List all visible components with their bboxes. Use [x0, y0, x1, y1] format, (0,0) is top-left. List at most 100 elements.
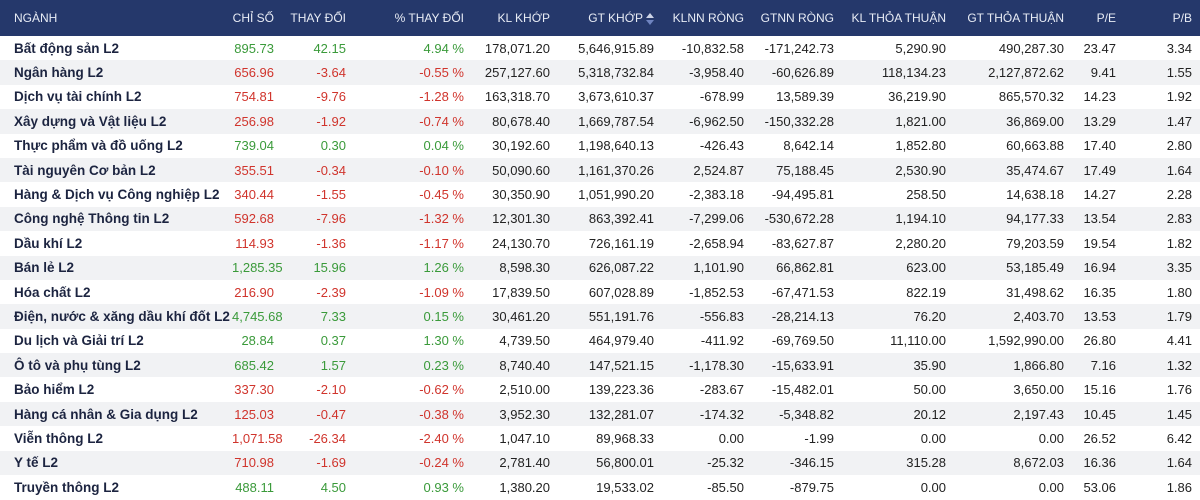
cell: 13.29	[1072, 109, 1124, 134]
cell: 26.52	[1083, 430, 1116, 446]
cell: 726,161.19	[588, 235, 654, 251]
column-header[interactable]: GT KHỚP	[558, 0, 662, 36]
cell: -85.50	[707, 479, 744, 495]
table-row[interactable]: Hàng cá nhân & Gia dụng L2 125.03 -0.47 -0.…	[0, 401, 1200, 427]
table-row[interactable]: Hàng & Dịch vụ Công nghiệp L2 340.44 -1.55…	[0, 182, 1200, 206]
cell: 1,051,990.20	[578, 187, 654, 203]
table-row[interactable]: Thực phẩm và đồ uống L2 739.04 0.30 0.04 % 3…	[0, 134, 1200, 158]
table-row[interactable]: Dầu khí L2 114.93 -1.36 -1.17 % 24,130.70 726…	[0, 231, 1200, 255]
sort-icon[interactable]	[646, 12, 654, 25]
cell: 257,127.60	[472, 60, 558, 85]
sector-name: Dịch vụ tài chính L2	[14, 89, 142, 105]
cell: 0.00	[1038, 479, 1064, 495]
cell: 2,403.70	[954, 304, 1072, 329]
table-row[interactable]: Dịch vụ tài chính L2 754.81 -9.76 -1.28 % 16…	[0, 85, 1200, 109]
cell: 592.68	[232, 206, 282, 232]
cell: 5,290.90	[895, 40, 946, 56]
cell: 1.79	[1124, 304, 1200, 329]
table-row[interactable]: Viễn thông L2 1,071.58 -26.34 -2.40 % 1,047.…	[0, 426, 1200, 450]
cell: -26.34	[309, 430, 346, 446]
cell: -2.10	[316, 382, 346, 398]
cell: -150,332.28	[752, 109, 842, 134]
table-row[interactable]: Công nghệ Thông tin L2 592.68 -7.96 -1.32 %…	[0, 206, 1200, 232]
cell: 76.20	[842, 304, 954, 329]
table-row[interactable]: Bảo hiểm L2 337.30 -2.10 -0.62 % 2,510.00 139…	[0, 377, 1200, 401]
table-row[interactable]: Du lịch và Giải trí L2 28.84 0.37 1.30 % 4,7…	[0, 329, 1200, 353]
cell: 656.96	[232, 60, 282, 85]
cell: 26.80	[1083, 333, 1116, 349]
cell: 1,669,787.54	[558, 109, 662, 134]
column-header[interactable]: CHỈ SỐ	[232, 0, 282, 36]
cell: 1.64	[1124, 450, 1200, 476]
sector-name: Y tế L2	[0, 450, 232, 476]
cell: 114.93	[235, 235, 274, 251]
column-header[interactable]: KLNN RÒNG	[662, 0, 752, 36]
cell: 607,028.89	[588, 284, 654, 300]
cell: 60,663.88	[1006, 138, 1064, 154]
cell: 36,219.90	[888, 89, 946, 105]
table-row[interactable]: Tài nguyên Cơ bản L2 355.51 -0.34 -0.10 % 50…	[0, 157, 1200, 183]
column-header[interactable]: THAY ĐỔI	[282, 0, 354, 36]
cell: 31,498.62	[1006, 284, 1064, 300]
table-row[interactable]: Ô tô và phụ tùng L2 685.42 1.57 0.23 % 8,740…	[0, 353, 1200, 378]
cell: 16.35	[1083, 284, 1116, 300]
cell: 0.00	[1038, 430, 1064, 446]
cell: 0.23 %	[354, 353, 472, 378]
column-header[interactable]: KL THỎA THUẬN	[842, 0, 954, 36]
column-header-label: KL THỎA THUẬN	[851, 11, 946, 25]
cell: 1,101.90	[662, 255, 752, 280]
table-row[interactable]: Bất động sản L2 895.73 42.15 4.94 % 178,071.…	[0, 36, 1200, 60]
table-row[interactable]: Hóa chất L2 216.90 -2.39 -1.09 % 17,839.50 60…	[0, 280, 1200, 304]
cell: 464,979.40	[588, 333, 654, 349]
column-header[interactable]: NGÀNH	[0, 0, 232, 36]
column-header-label: CHỈ SỐ	[232, 11, 274, 25]
table-body: Bất động sản L2 895.73 42.15 4.94 % 178,071.…	[0, 36, 1200, 499]
cell: 19,533.02	[596, 479, 654, 495]
cell: 1,592,990.00	[988, 333, 1064, 349]
cell: 28.84	[241, 333, 274, 349]
table-row[interactable]: Y tế L2 710.98 -1.69 -0.24 % 2,781.40 56,800.…	[0, 450, 1200, 476]
cell: 0.04 %	[423, 138, 464, 154]
cell: 13,589.39	[776, 89, 834, 105]
column-header[interactable]: P/E	[1072, 0, 1124, 36]
column-header[interactable]: GT THỎA THUẬN	[954, 0, 1072, 36]
cell: 12,301.30	[472, 206, 558, 232]
cell: 340.44	[234, 187, 274, 203]
cell: 1,380.20	[499, 479, 550, 495]
cell: 1.64	[1124, 157, 1200, 183]
cell: 14,638.18	[1006, 187, 1064, 203]
cell: 1,821.00	[842, 109, 954, 134]
cell: 895.73	[234, 40, 274, 56]
cell: 4.41	[1166, 333, 1192, 349]
column-header[interactable]: GTNN RÒNG	[752, 0, 842, 36]
cell: 865,570.32	[998, 89, 1064, 105]
cell: 19.54	[1083, 235, 1116, 251]
sector-name: Truyền thông L2	[14, 479, 120, 495]
cell: 490,287.30	[998, 40, 1064, 56]
cell: 1,198,640.13	[578, 138, 654, 154]
cell: 125.03	[232, 401, 282, 427]
column-header[interactable]: % THAY ĐỔI	[354, 0, 472, 36]
cell: -69,769.50	[771, 333, 834, 349]
table-row[interactable]: Ngân hàng L2 656.96 -3.64 -0.55 % 257,127.60…	[0, 60, 1200, 85]
cell: 822.19	[906, 284, 946, 300]
cell: 0.00	[718, 430, 744, 446]
cell: 1.26 %	[354, 255, 472, 280]
table-row[interactable]: Xây dựng và Vật liệu L2 256.98 -1.92 -0.74 …	[0, 109, 1200, 134]
table-row[interactable]: Truyền thông L2 488.11 4.50 0.93 % 1,380.20 1…	[0, 475, 1200, 499]
cell: 685.42	[232, 353, 282, 378]
cell: 2,280.20	[895, 235, 946, 251]
cell: -283.67	[699, 382, 744, 398]
table-row[interactable]: Bán lẻ L2 1,285.35 15.96 1.26 % 8,598.30 626,…	[0, 255, 1200, 280]
cell: 17,839.50	[492, 284, 550, 300]
cell: 1.80	[1166, 284, 1192, 300]
column-header[interactable]: P/B	[1124, 0, 1200, 36]
column-header[interactable]: KL KHỚP	[472, 0, 558, 36]
cell: 178,071.20	[484, 40, 550, 56]
column-header-label: P/B	[1172, 11, 1192, 25]
cell: -60,626.89	[752, 60, 842, 85]
cell: 35,474.67	[954, 157, 1072, 183]
cell: 3.34	[1166, 40, 1192, 56]
table-row[interactable]: Điện, nước & xăng dầu khí đốt L2 4,745.68…	[0, 304, 1200, 329]
column-header-label: NGÀNH	[14, 11, 58, 25]
